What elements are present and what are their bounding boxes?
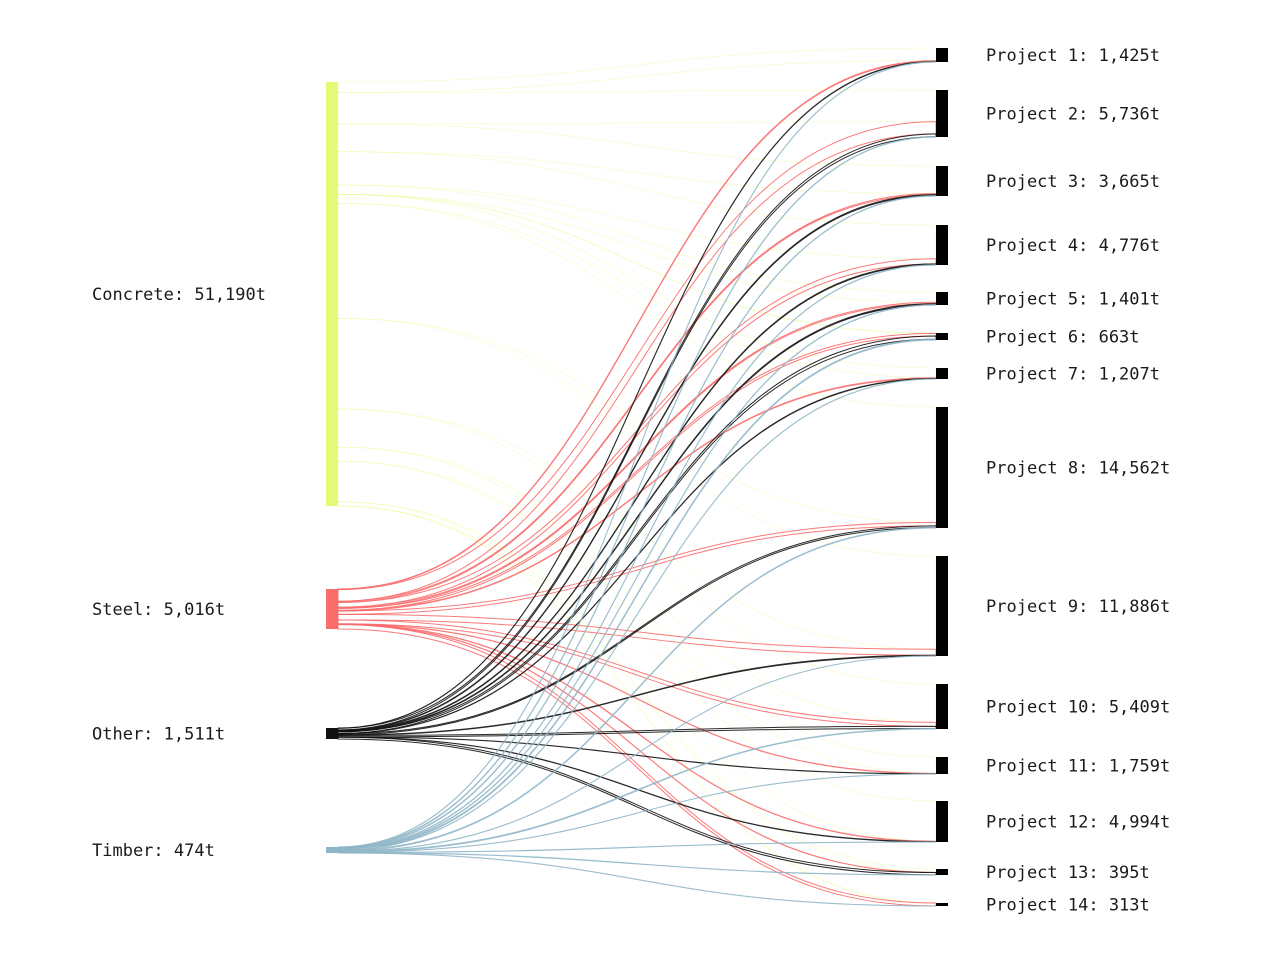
sankey-links <box>337 47 937 907</box>
target-label-project-13: Project 13: 395t <box>986 863 1150 883</box>
link-other-to-project-2 <box>337 133 937 731</box>
link-timber-to-project-11 <box>337 773 937 853</box>
target-label-project-9: Project 9: 11,886t <box>986 597 1170 617</box>
target-node-project-7 <box>936 368 948 379</box>
link-timber-to-project-3 <box>337 195 937 850</box>
link-concrete-to-project-3 <box>337 123 937 194</box>
link-other-to-project-4 <box>337 263 937 732</box>
target-label-project-12: Project 12: 4,994t <box>986 813 1170 833</box>
target-node-project-4 <box>936 225 948 265</box>
target-node-project-6 <box>936 333 948 340</box>
link-concrete-to-project-6 <box>337 194 937 334</box>
link-steel-to-project-6 <box>337 332 937 611</box>
link-timber-to-project-7 <box>337 378 937 852</box>
target-label-project-10: Project 10: 5,409t <box>986 698 1170 718</box>
link-steel-to-project-1 <box>337 60 937 591</box>
source-nodes <box>326 82 338 853</box>
target-node-project-13 <box>936 869 948 875</box>
target-label-project-8: Project 8: 14,562t <box>986 459 1170 479</box>
target-node-project-9 <box>936 556 948 656</box>
target-label-project-2: Project 2: 5,736t <box>986 105 1160 125</box>
link-steel-to-project-3 <box>337 192 937 603</box>
target-label-project-5: Project 5: 1,401t <box>986 290 1160 310</box>
target-node-project-2 <box>936 90 948 137</box>
source-node-concrete <box>326 82 338 506</box>
link-other-to-project-3 <box>337 194 937 732</box>
target-label-project-3: Project 3: 3,665t <box>986 172 1160 192</box>
link-steel-to-project-10 <box>337 619 937 727</box>
target-node-project-12 <box>936 801 948 842</box>
link-concrete-to-project-2 <box>337 89 937 125</box>
link-other-to-project-9 <box>337 654 937 736</box>
target-label-project-6: Project 6: 663t <box>986 328 1140 348</box>
target-node-project-10 <box>936 684 948 729</box>
target-nodes <box>936 48 948 906</box>
link-concrete-to-project-8 <box>337 203 937 523</box>
target-node-project-8 <box>936 407 948 528</box>
target-node-project-1 <box>936 48 948 62</box>
target-label-project-7: Project 7: 1,207t <box>986 365 1160 385</box>
target-label-project-4: Project 4: 4,776t <box>986 236 1160 256</box>
target-node-project-11 <box>936 757 948 774</box>
source-label-steel: Steel: 5,016t <box>92 600 225 620</box>
target-node-project-14 <box>936 903 948 906</box>
link-concrete-to-project-11 <box>337 446 937 774</box>
source-node-steel <box>326 589 338 629</box>
link-timber-to-project-14 <box>337 852 937 907</box>
link-steel-to-project-11 <box>337 623 937 775</box>
source-label-other: Other: 1,511t <box>92 725 225 745</box>
node-labels: Concrete: 51,190t Steel: 5,016t Other: 1,5… <box>92 46 1170 916</box>
source-node-timber <box>326 847 338 853</box>
target-label-project-11: Project 11: 1,759t <box>986 757 1170 777</box>
link-concrete-to-project-4 <box>337 151 937 259</box>
target-node-project-5 <box>936 292 948 305</box>
link-concrete-to-project-1 <box>337 47 937 93</box>
source-node-other <box>326 728 338 739</box>
link-timber-to-project-1 <box>337 61 937 848</box>
link-other-to-project-13 <box>337 736 937 876</box>
link-steel-to-project-13 <box>337 623 937 874</box>
source-label-concrete: Concrete: 51,190t <box>92 285 266 305</box>
target-label-project-14: Project 14: 313t <box>986 896 1150 916</box>
target-node-project-3 <box>936 166 948 196</box>
source-label-timber: Timber: 474t <box>92 841 215 861</box>
target-label-project-1: Project 1: 1,425t <box>986 46 1160 66</box>
